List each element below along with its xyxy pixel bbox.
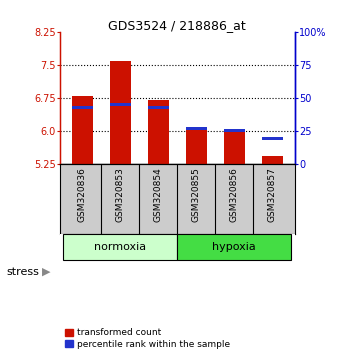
Legend: transformed count, percentile rank within the sample: transformed count, percentile rank withi… bbox=[64, 327, 231, 349]
Bar bbox=[262, 137, 283, 140]
Bar bbox=[63, 234, 177, 260]
Bar bbox=[224, 130, 245, 164]
Bar bbox=[148, 100, 169, 164]
Bar bbox=[110, 103, 131, 106]
Bar bbox=[224, 129, 245, 132]
Bar bbox=[177, 234, 291, 260]
Text: normoxia: normoxia bbox=[94, 242, 146, 252]
Bar bbox=[262, 156, 283, 164]
Bar bbox=[148, 106, 169, 109]
Text: stress: stress bbox=[7, 267, 40, 277]
Bar bbox=[186, 127, 207, 164]
Text: ▶: ▶ bbox=[42, 267, 50, 277]
Text: GSM320857: GSM320857 bbox=[268, 167, 277, 222]
Text: GSM320856: GSM320856 bbox=[230, 167, 239, 222]
Text: GDS3524 / 218886_at: GDS3524 / 218886_at bbox=[108, 19, 246, 33]
Text: GSM320836: GSM320836 bbox=[78, 167, 87, 222]
Bar bbox=[72, 96, 93, 164]
Text: hypoxia: hypoxia bbox=[212, 242, 256, 252]
Bar bbox=[186, 127, 207, 130]
Bar bbox=[72, 106, 93, 109]
Text: GSM320855: GSM320855 bbox=[192, 167, 201, 222]
Text: GSM320854: GSM320854 bbox=[154, 167, 163, 222]
Bar bbox=[110, 61, 131, 164]
Text: GSM320853: GSM320853 bbox=[116, 167, 125, 222]
